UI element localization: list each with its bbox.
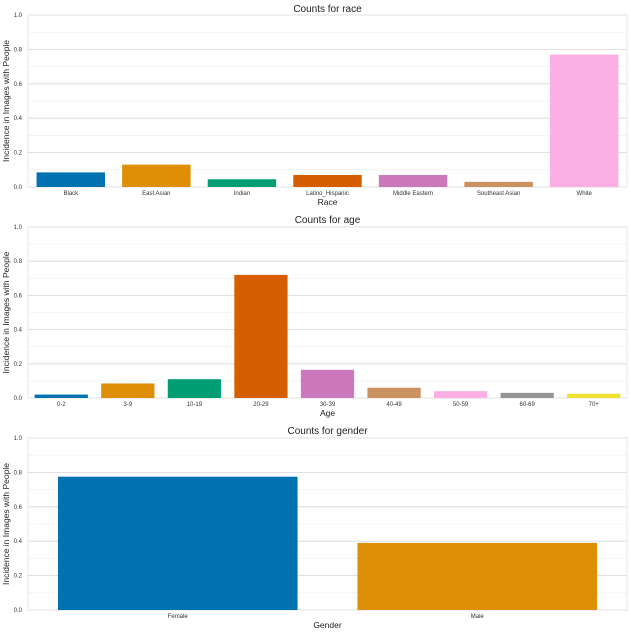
bar-3-9 <box>101 383 155 398</box>
bar-east-asian <box>122 164 191 187</box>
bar-southeast-asian <box>464 181 533 187</box>
bar-female <box>57 476 298 610</box>
y-tick-label: 0.0 <box>14 185 23 191</box>
y-tick-label: 0.8 <box>14 47 23 53</box>
bar-indian <box>207 179 277 187</box>
x-tick-label: East Asian <box>142 191 170 197</box>
chart-2: 0.0 0.2 0.4 0.6 0.8 1.0 Female Male Counts for g… <box>1 426 628 630</box>
x-tick-label: Black <box>63 191 79 197</box>
y-tick-label: 0.2 <box>14 574 23 580</box>
y-axis-label: Incidence in Images with People <box>1 251 11 373</box>
y-tick-label: 0.2 <box>14 362 23 368</box>
x-tick-label: Middle Eastern <box>393 191 433 197</box>
x-tick-label: Male <box>471 614 485 620</box>
x-tick-label: Indian <box>234 191 250 197</box>
chart-title: Counts for gender <box>287 426 368 437</box>
x-tick-label: 30-39 <box>320 402 336 408</box>
y-tick-label: 0.0 <box>14 608 23 614</box>
chart-0: 0.0 0.2 0.4 0.6 0.8 1.0 Black East Asian Indian L… <box>1 4 628 207</box>
y-tick-label: 0.4 <box>14 328 23 334</box>
x-tick-label: Female <box>168 614 189 620</box>
x-tick-label: Latino_Hispanic <box>306 191 349 197</box>
bar-middle-eastern <box>378 174 448 187</box>
bar-20-29 <box>234 274 288 398</box>
x-tick-label: 40-49 <box>386 402 402 408</box>
x-tick-label: 0-2 <box>57 402 66 408</box>
y-tick-label: 1.0 <box>14 225 23 231</box>
y-tick-label: 0.8 <box>14 259 23 265</box>
bar-latino-hispanic <box>293 174 362 187</box>
plot-frame <box>27 437 628 611</box>
bar-black <box>36 172 106 187</box>
x-tick-label: 3-9 <box>123 402 132 408</box>
bar-40-49 <box>367 387 421 398</box>
y-tick-label: 1.0 <box>14 436 23 442</box>
y-tick-label: 0.6 <box>14 505 23 511</box>
y-tick-label: 0.2 <box>14 151 23 157</box>
chart-1: 0.0 0.2 0.4 0.6 0.8 1.0 0-2 3-9 10-19 20-29 30-39 4… <box>1 215 628 418</box>
x-tick-label: 60-69 <box>519 402 535 408</box>
y-axis-label: Incidence in Images with People <box>1 40 11 162</box>
x-axis-label: Race <box>318 197 338 207</box>
bar-0-2 <box>34 394 88 398</box>
bar-70- <box>567 393 621 398</box>
chart-title: Counts for race <box>293 4 362 15</box>
y-axis-label: Incidence in Images with People <box>1 463 11 585</box>
x-tick-label: 20-29 <box>253 402 269 408</box>
bar-male <box>357 542 598 610</box>
y-tick-label: 0.6 <box>14 82 23 88</box>
x-tick-label: 50-59 <box>453 402 469 408</box>
x-tick-label: White <box>577 191 593 197</box>
x-tick-label: 70+ <box>589 402 600 408</box>
y-tick-label: 0.4 <box>14 116 23 122</box>
y-tick-label: 1.0 <box>14 13 23 19</box>
x-tick-label: Southeast Asian <box>477 191 520 197</box>
x-axis-label: Age <box>320 408 335 418</box>
bar-60-69 <box>500 392 554 398</box>
bar-white <box>549 54 619 188</box>
y-tick-label: 0.0 <box>14 396 23 402</box>
y-tick-label: 0.6 <box>14 293 23 299</box>
x-axis-label: Gender <box>313 620 342 630</box>
x-tick-label: 10-19 <box>187 402 203 408</box>
chart-title: Counts for age <box>295 215 361 226</box>
bar-50-59 <box>433 391 488 398</box>
bar-30-39 <box>300 369 355 398</box>
y-tick-label: 0.4 <box>14 539 23 545</box>
bar-10-19 <box>167 379 222 398</box>
y-tick-label: 0.8 <box>14 470 23 476</box>
